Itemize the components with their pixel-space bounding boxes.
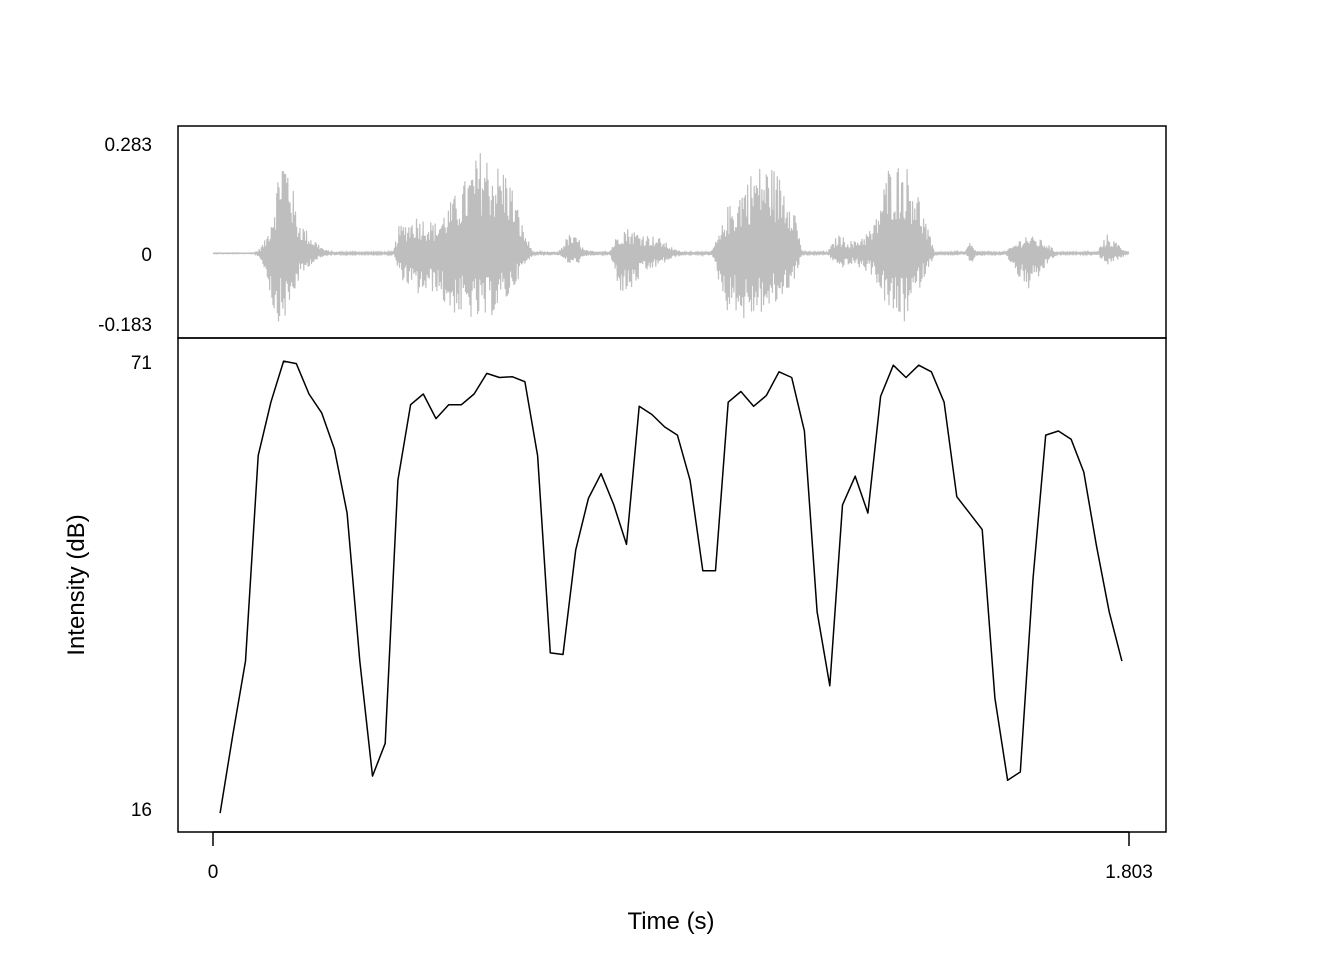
y-axis-label: Intensity (dB) [63, 514, 90, 655]
waveform-frame [177, 125, 1167, 339]
waveform-ytick-min: -0.183 [98, 315, 152, 336]
x-tick-label-end: 1.803 [1105, 862, 1153, 883]
intensity-ytick-min: 16 [131, 800, 152, 821]
x-axis: 0 1.803 Time (s) [208, 831, 1153, 935]
waveform-panel: 0.283 0 -0.183 [98, 125, 1167, 339]
intensity-frame [177, 337, 1167, 833]
intensity-panel: 71 16 Intensity (dB) [63, 337, 1167, 833]
waveform-ytick-max: 0.283 [104, 135, 152, 156]
x-axis-label: Time (s) [627, 908, 714, 935]
waveform-ytick-zero: 0 [141, 245, 152, 266]
x-tick-label-start: 0 [208, 862, 219, 883]
intensity-ytick-max: 71 [131, 353, 152, 374]
intensity-curve [219, 360, 1123, 814]
waveform-trace [212, 153, 1130, 322]
